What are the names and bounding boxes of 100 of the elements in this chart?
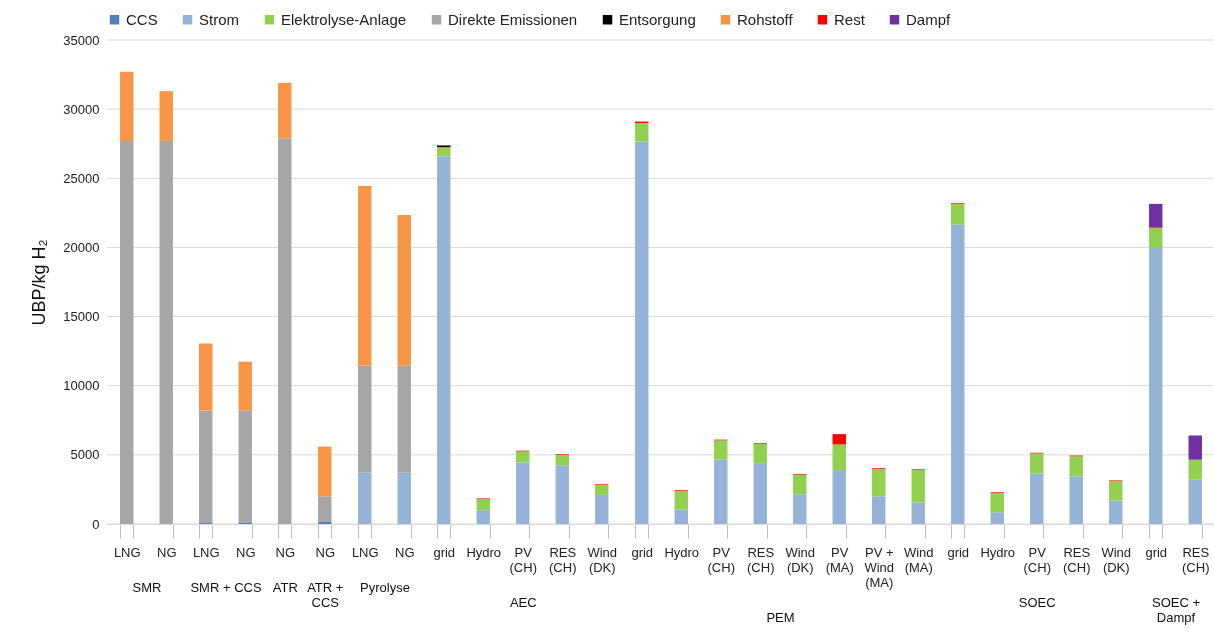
x-tick-label: NG	[315, 544, 335, 560]
bar	[358, 185, 372, 366]
y-tick-label: 25000	[63, 170, 100, 186]
bar	[1188, 459, 1202, 480]
bar	[595, 494, 609, 524]
bar	[990, 512, 1004, 524]
bar	[674, 509, 688, 524]
bar	[753, 463, 767, 524]
bar	[476, 510, 490, 524]
bar	[714, 459, 728, 524]
bar	[753, 443, 767, 464]
x-axis-title: PEM	[766, 609, 795, 625]
bar	[1188, 435, 1202, 460]
x-axis-title: AEC	[509, 594, 537, 610]
x-axis-title: Pyrolyse	[360, 579, 410, 595]
x-tick-label: Wind (MA)	[903, 544, 934, 575]
bar	[1109, 481, 1123, 501]
bar	[1109, 500, 1123, 524]
x-axis-title: SOEC	[1018, 594, 1056, 610]
bar	[437, 156, 451, 524]
bar	[397, 214, 411, 366]
bar	[555, 465, 569, 524]
bar	[358, 365, 372, 473]
bar	[516, 462, 530, 524]
bar	[1188, 479, 1202, 524]
bar	[911, 470, 925, 503]
bar	[635, 122, 649, 142]
legend-label: Rohstoff	[737, 10, 794, 28]
legend-label: CCS	[126, 10, 158, 28]
x-tick-label: Wind (DK)	[785, 544, 816, 575]
x-axis-title: SMR + CCS	[190, 579, 262, 595]
x-tick-label: Hydro	[664, 544, 700, 560]
bar	[159, 140, 173, 524]
x-tick-label: PV + Wind (MA)	[864, 544, 895, 590]
x-tick-label: RES (CH)	[1063, 544, 1091, 575]
y-tick-label: 10000	[63, 378, 100, 394]
bar	[990, 492, 1004, 513]
legend-label: Elektrolyse-Anlage	[281, 10, 407, 28]
y-axis-title: UBP/kg H₂	[29, 239, 50, 326]
bar	[120, 140, 134, 524]
bar	[595, 484, 609, 495]
bar	[437, 147, 451, 157]
x-tick-label: RES (CH)	[747, 544, 775, 575]
bar	[832, 470, 846, 524]
x-tick-label: LNG	[192, 544, 220, 560]
x-tick-label: RES (CH)	[549, 544, 577, 575]
y-tick-label: 15000	[63, 309, 100, 325]
y-tick-label: 5000	[70, 447, 100, 463]
x-tick-label: LNG	[113, 544, 141, 560]
x-tick-label: grid	[433, 544, 456, 560]
y-tick-label: 35000	[63, 32, 100, 48]
x-tick-label: PV (CH)	[509, 544, 537, 575]
x-axis-title: ATR	[272, 579, 298, 595]
bar	[674, 490, 688, 510]
x-axis-title: SOEC + Dampf	[1151, 594, 1201, 625]
x-tick-label: RES (CH)	[1182, 544, 1210, 575]
bar	[238, 361, 252, 411]
bar	[199, 343, 213, 411]
x-tick-label: NG	[395, 544, 415, 560]
bar	[397, 472, 411, 524]
bar	[516, 451, 530, 463]
bar	[714, 440, 728, 460]
bar	[1030, 453, 1044, 474]
x-tick-label: PV (CH)	[707, 544, 735, 575]
bar	[1149, 228, 1163, 249]
bar	[358, 472, 372, 524]
bar	[199, 410, 213, 524]
bar	[238, 410, 252, 524]
legend-label: Rest	[834, 10, 866, 28]
y-tick-label: 0	[92, 516, 100, 532]
x-tick-label: NG	[275, 544, 295, 560]
legend-label: Entsorgung	[619, 10, 696, 28]
bar	[793, 474, 807, 495]
x-tick-label: grid	[631, 544, 654, 560]
bar	[872, 496, 886, 524]
bar	[793, 494, 807, 524]
x-tick-label: Hydro	[980, 544, 1016, 560]
bar	[159, 91, 173, 141]
bar	[911, 502, 925, 524]
x-tick-label: Hydro	[466, 544, 502, 560]
x-tick-label: PV (CH)	[1023, 544, 1051, 575]
x-tick-label: NG	[157, 544, 177, 560]
y-tick-label: 20000	[63, 239, 100, 255]
bar	[1069, 476, 1083, 524]
bar	[832, 434, 846, 445]
bar	[872, 468, 886, 497]
x-tick-label: grid	[947, 544, 970, 560]
bar	[1030, 473, 1044, 524]
x-tick-label: Wind (DK)	[1101, 544, 1132, 575]
legend-label: Direkte Emissionen	[448, 10, 578, 28]
x-axis-title: ATR + CCS	[307, 579, 344, 610]
x-tick-label: PV (MA)	[825, 544, 854, 575]
x-axis-title: SMR	[132, 579, 162, 595]
bar	[397, 365, 411, 473]
bar	[1149, 203, 1163, 228]
bar	[555, 454, 569, 466]
bar	[1069, 456, 1083, 477]
bar	[1149, 248, 1163, 524]
legend-label: Dampf	[906, 10, 952, 28]
x-tick-label: NG	[236, 544, 256, 560]
